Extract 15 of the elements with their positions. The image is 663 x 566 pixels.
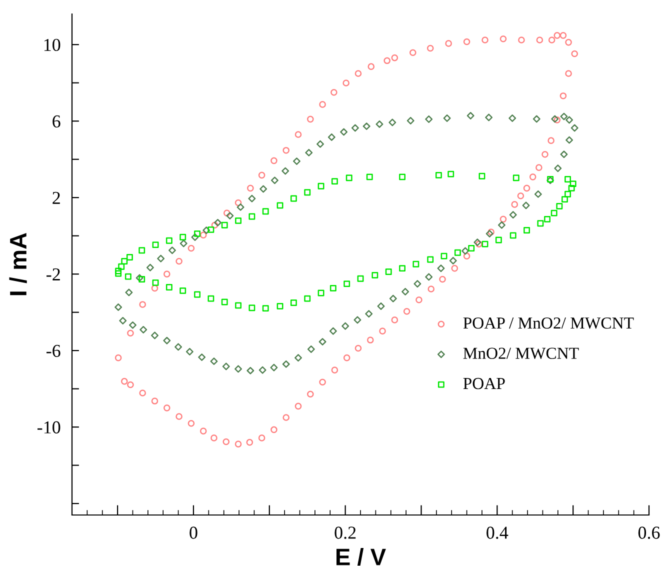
y-tick-label: 2 bbox=[52, 192, 60, 204]
x-tick-label: 0.6 bbox=[638, 526, 660, 539]
x-axis-title: E / V bbox=[336, 548, 386, 566]
y-tick-label: 6 bbox=[52, 115, 60, 128]
y-tick-label: -6 bbox=[46, 344, 60, 357]
y-axis-title: I / mA bbox=[9, 232, 27, 296]
y-tick-label: -2 bbox=[46, 268, 60, 280]
x-tick-label: 0.2 bbox=[334, 526, 356, 539]
x-tick-label: 0.4 bbox=[486, 526, 508, 539]
x-tick-label: 0 bbox=[190, 526, 198, 539]
y-tick-label: 10 bbox=[44, 38, 60, 52]
legend-label: MnO2/ MWCNT bbox=[463, 348, 579, 359]
legend-label: POAP / MnO2/ MWCNT bbox=[463, 317, 634, 329]
legend-label: POAP bbox=[463, 378, 505, 390]
y-tick-label: -10 bbox=[37, 421, 60, 434]
